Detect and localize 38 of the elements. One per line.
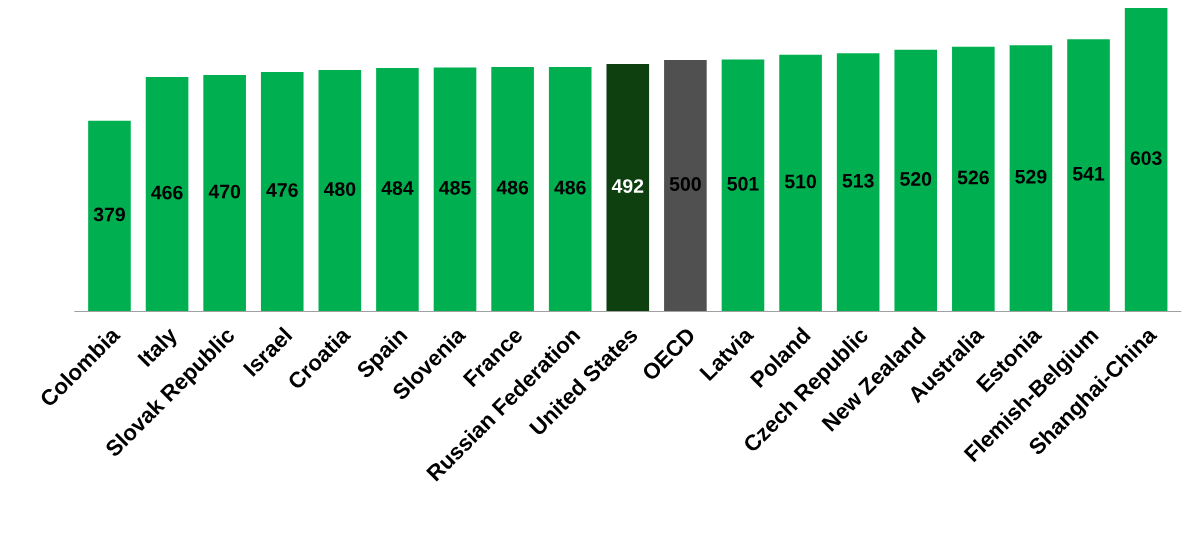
bar — [952, 46, 995, 312]
bar — [606, 63, 650, 312]
data-label: 484 — [381, 181, 414, 195]
data-label: 526 — [957, 170, 989, 185]
data-label: 486 — [496, 180, 529, 195]
bar — [145, 76, 189, 312]
data-label: 470 — [208, 184, 241, 199]
bar — [1067, 39, 1110, 312]
bar — [1124, 8, 1168, 312]
data-label: 480 — [323, 182, 356, 196]
bar — [88, 120, 131, 312]
data-label: 466 — [151, 185, 183, 200]
bar — [260, 71, 304, 312]
data-label: 485 — [439, 180, 471, 195]
data-label: 486 — [554, 180, 586, 195]
bar — [433, 67, 477, 312]
data-label: 492 — [611, 179, 644, 193]
bar — [491, 66, 534, 312]
bar — [721, 59, 765, 312]
bar — [318, 69, 362, 312]
data-label: 513 — [842, 173, 874, 188]
data-label: 529 — [1015, 169, 1047, 184]
bar — [548, 66, 592, 312]
bar — [894, 49, 938, 312]
bar — [376, 67, 419, 312]
bar — [836, 53, 880, 312]
data-label: 603 — [1130, 151, 1162, 165]
data-label: 520 — [900, 172, 932, 186]
data-label: 500 — [669, 177, 701, 191]
data-label: 510 — [784, 174, 816, 189]
data-label: 379 — [93, 207, 125, 222]
bar — [779, 54, 822, 312]
bar — [1009, 45, 1053, 312]
data-label: 541 — [1072, 167, 1105, 181]
bar — [203, 74, 246, 312]
data-label: 501 — [727, 176, 759, 191]
data-label: 476 — [266, 183, 298, 197]
bar — [664, 59, 707, 312]
